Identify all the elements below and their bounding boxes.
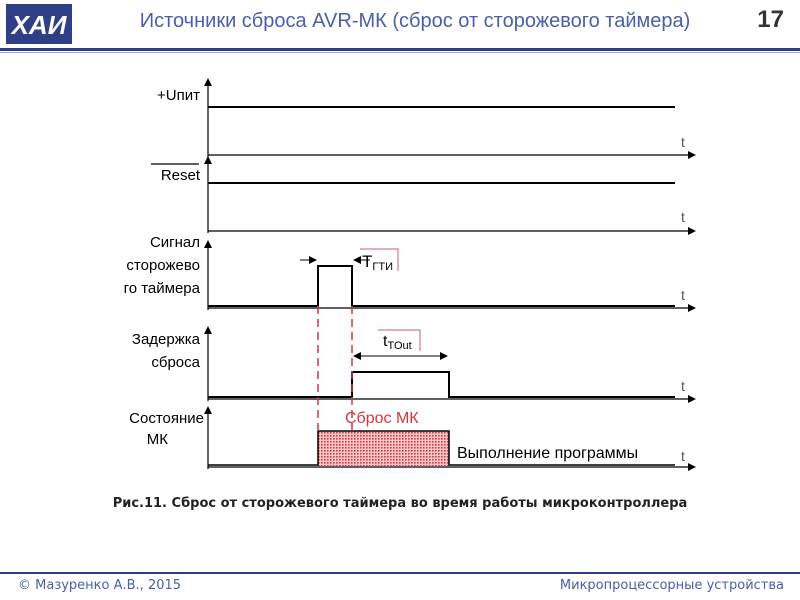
signal-power-axis-t: t [681, 134, 685, 150]
signal-reset: Reset t [151, 156, 696, 235]
reset-state-label: Сброс МК [345, 410, 419, 427]
signal-power: +Uпит t [157, 78, 696, 159]
logo-text: ХАИ [10, 10, 68, 40]
signal-watchdog-label-1: Сигнал [150, 234, 200, 251]
university-logo: ХАИ [6, 4, 72, 44]
program-state-label: Выполнение программы [457, 445, 638, 462]
signal-state-axis-t: t [681, 448, 685, 464]
signal-reset-label: Reset [161, 167, 201, 184]
timeout-label: tTOut [383, 333, 412, 352]
slide-title: Источники сброса AVR-МК (сброс от сторож… [139, 10, 691, 32]
wd-pulse-annotation-box [360, 248, 399, 271]
footer-divider [0, 572, 800, 574]
footer-author: © Мазуренко А.В., 2015 [18, 578, 182, 593]
signal-watchdog-axis-t: t [681, 287, 685, 303]
signal-reset-axis-t: t [681, 209, 685, 225]
signal-delay-trace [208, 371, 675, 398]
signal-state-label-2: МК [147, 431, 168, 448]
reset-state-block [318, 431, 449, 466]
signal-state-trace [208, 430, 675, 466]
signal-delay-label-1: Задержка [132, 331, 201, 348]
signal-watchdog-trace [208, 265, 675, 307]
wd-pulse-label: TГТИ [362, 252, 393, 273]
signal-mcu-state: Состояние МК t Сброс МК Выполнение прогр… [129, 406, 696, 471]
signal-state-label-1: Состояние [129, 410, 204, 427]
title-divider-thin [0, 52, 800, 53]
footer-course: Микропроцессорные устройства [559, 578, 784, 593]
figure-caption: Рис.11. Сброс от сторожевого таймера во … [112, 496, 688, 511]
signal-delay-axis-t: t [681, 378, 685, 394]
signal-watchdog: Сигнал сторожево го таймера t TГТИ [124, 234, 696, 312]
signal-watchdog-label-3: го таймера [124, 280, 201, 297]
signal-reset-delay: Задержка сброса t tTOut [132, 326, 696, 403]
slide-number: 17 [757, 6, 784, 33]
signal-delay-label-2: сброса [151, 354, 200, 371]
timeout-annotation-box [378, 329, 421, 351]
signal-power-label: +Uпит [157, 87, 200, 104]
signal-watchdog-label-2: сторожево [126, 257, 200, 274]
title-divider [0, 48, 800, 51]
